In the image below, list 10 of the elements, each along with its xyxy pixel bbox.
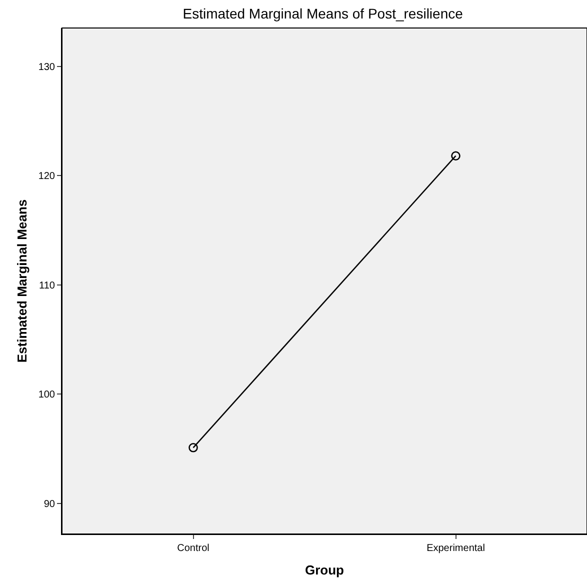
x-axis-title: Group	[305, 562, 344, 578]
y-tick-label: 100	[38, 390, 56, 401]
x-tick-label: Experimental	[426, 543, 485, 554]
y-tick-label: 90	[44, 498, 56, 510]
y-tick-label: 120	[38, 171, 56, 182]
chart-title: Estimated Marginal Means of Post_resilience	[182, 6, 464, 22]
y-tick-label: 130	[38, 62, 56, 73]
y-tick-label: 110	[39, 280, 56, 292]
y-axis-title: Estimated Marginal Means	[14, 199, 30, 363]
x-tick-label: Control	[177, 543, 210, 554]
